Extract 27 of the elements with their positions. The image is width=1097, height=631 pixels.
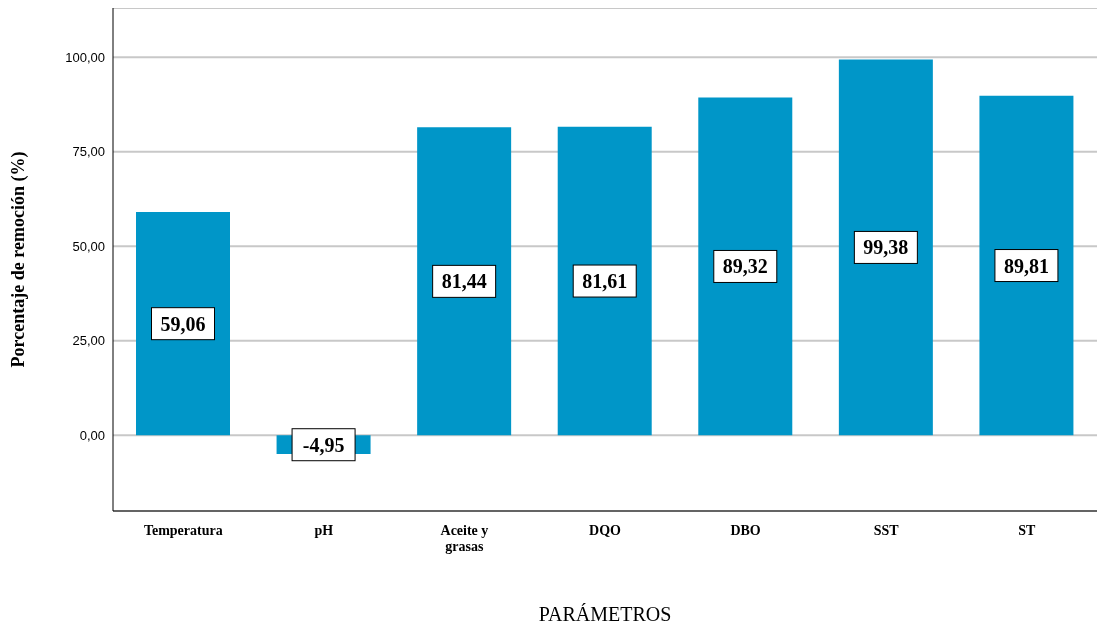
data-label: 99,38: [863, 236, 909, 259]
data-label: 89,81: [1003, 254, 1049, 277]
data-label: -4,95: [302, 433, 345, 456]
x-tick-label: DQO: [589, 523, 622, 538]
x-tick-label: pH: [314, 523, 334, 538]
y-tick-label: 0,00: [79, 427, 105, 443]
y-tick-label: 100,00: [65, 49, 105, 65]
bar: [417, 127, 512, 436]
bar: [136, 212, 230, 436]
bar: [698, 97, 793, 436]
y-tick-label: 25,00: [72, 333, 105, 349]
y-tick-label: 75,00: [72, 144, 105, 160]
data-label: 81,61: [582, 270, 628, 293]
x-tick-label: SST: [873, 523, 900, 538]
data-label: 59,06: [160, 312, 206, 335]
bar: [557, 126, 652, 436]
y-axis-title: Porcentaje de remoción (%): [8, 151, 30, 368]
x-tick-label: Aceite y grasas: [440, 523, 489, 554]
y-tick-label: 50,00: [72, 238, 105, 254]
x-tick-label: DBO: [730, 523, 761, 538]
x-tick-label: Temperatura: [143, 523, 223, 538]
bar: [838, 59, 933, 436]
x-axis-title: PARÁMETROS: [538, 603, 672, 625]
data-label: 81,44: [441, 270, 487, 293]
x-tick-label: ST: [1018, 523, 1036, 538]
data-label: 89,32: [722, 255, 768, 278]
bar: [979, 95, 1074, 436]
